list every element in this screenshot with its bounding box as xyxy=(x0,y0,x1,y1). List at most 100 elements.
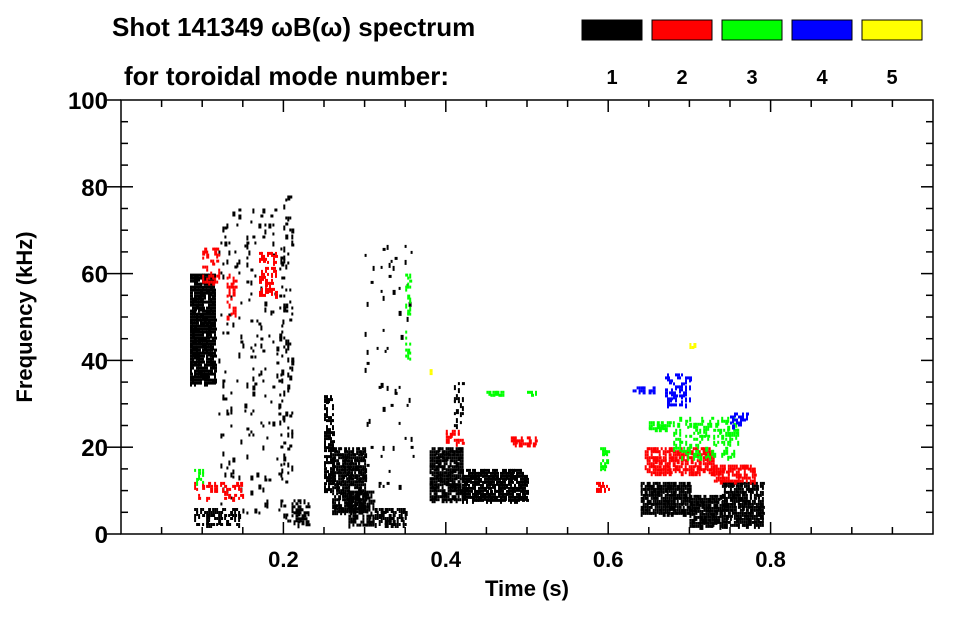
spectral-cell xyxy=(694,471,698,477)
spectral-cell xyxy=(737,481,740,485)
spectral-cell xyxy=(283,390,286,394)
spectral-cell xyxy=(196,294,198,298)
spectral-cell xyxy=(208,484,211,488)
spectral-cell xyxy=(658,493,661,497)
spectral-cell xyxy=(466,498,468,504)
spectral-cell xyxy=(745,496,748,500)
spectral-cell xyxy=(200,360,203,364)
spectral-cell xyxy=(198,288,200,292)
spectral-cell xyxy=(713,509,717,513)
spectral-cell xyxy=(192,297,194,303)
spectral-cell xyxy=(368,505,371,511)
spectral-cell xyxy=(665,388,668,392)
spectral-cell xyxy=(719,512,722,518)
spectral-cell xyxy=(380,514,384,517)
spectral-cell xyxy=(494,495,497,501)
spectral-cell xyxy=(384,523,388,528)
spectral-cell xyxy=(336,486,340,492)
spectral-cell xyxy=(352,514,356,518)
spectral-cell xyxy=(522,486,524,492)
spectral-cell xyxy=(429,480,433,486)
spectral-cell xyxy=(468,495,471,499)
spectral-cell xyxy=(449,462,452,468)
spectral-cell xyxy=(470,489,473,493)
region-mode-1 xyxy=(364,244,415,490)
region-mode-2 xyxy=(202,247,221,286)
spectral-cell xyxy=(644,484,647,490)
spectral-cell xyxy=(749,496,752,500)
spectral-cell xyxy=(721,470,725,474)
spectral-cell xyxy=(210,360,212,366)
spectral-cell xyxy=(740,418,742,422)
spectral-cell xyxy=(200,312,202,318)
spectral-cell xyxy=(668,487,671,493)
spectral-cell xyxy=(642,511,645,515)
spectral-cell xyxy=(701,524,704,530)
spectral-cell xyxy=(285,303,289,309)
spectral-cell xyxy=(656,496,659,500)
spectral-cell xyxy=(695,449,698,453)
spectral-cell xyxy=(737,523,740,529)
spectral-cell xyxy=(220,463,223,469)
spectral-cell xyxy=(344,504,347,508)
spectral-cell xyxy=(405,285,409,289)
spectral-cell xyxy=(494,489,497,493)
spectral-cell xyxy=(684,484,687,490)
spectral-cell xyxy=(222,331,225,335)
spectral-cell xyxy=(324,464,326,468)
spectral-cell xyxy=(648,499,652,505)
spectral-cell xyxy=(364,253,367,257)
spectral-cell xyxy=(256,319,259,323)
spectral-cell xyxy=(755,502,758,508)
spectral-cell xyxy=(713,506,716,510)
spectral-cell xyxy=(196,306,198,310)
spectral-cell xyxy=(330,437,332,441)
spectral-cell xyxy=(462,489,464,493)
spectral-cell xyxy=(192,342,194,346)
spectral-cell xyxy=(656,421,660,427)
spectral-cell xyxy=(484,492,486,498)
spectral-cell xyxy=(737,496,741,502)
spectral-cell xyxy=(356,507,360,511)
spectral-cell xyxy=(240,487,243,493)
spectral-cell xyxy=(344,474,348,478)
spectral-cell xyxy=(283,345,286,349)
spectral-cell xyxy=(230,312,233,316)
spectral-cell xyxy=(380,454,383,458)
spectral-cell xyxy=(672,424,675,428)
spectral-cell xyxy=(713,434,716,440)
spectral-cell xyxy=(670,490,673,494)
spectral-cell xyxy=(285,348,288,354)
spectral-cell xyxy=(210,342,212,348)
spectral-cell xyxy=(706,465,709,469)
spectral-cell xyxy=(710,468,713,472)
spectral-cell xyxy=(644,490,648,496)
spectral-cell xyxy=(733,496,737,500)
spectral-cell xyxy=(248,433,251,437)
spectral-cell xyxy=(364,501,367,505)
spectral-cell xyxy=(212,259,215,265)
spectral-cell xyxy=(326,434,328,438)
spectral-cell xyxy=(289,288,292,292)
spectral-cell xyxy=(646,456,649,462)
spectral-cell xyxy=(190,339,192,343)
spectral-cell xyxy=(348,477,351,483)
spectral-cell xyxy=(204,381,206,387)
spectral-cell xyxy=(344,507,347,513)
spectral-cell xyxy=(725,419,729,425)
spectral-cell xyxy=(704,462,707,466)
spectral-cell xyxy=(324,446,326,450)
spectral-cell xyxy=(216,280,219,284)
spectral-cell xyxy=(344,468,347,474)
spectral-cell xyxy=(222,229,225,233)
spectral-cell xyxy=(263,272,265,278)
spectral-cell xyxy=(691,503,694,509)
spectral-cell xyxy=(350,499,353,505)
spectral-cell xyxy=(293,499,296,503)
spectral-cell xyxy=(224,484,228,488)
spectral-cell xyxy=(224,496,228,500)
spectrogram-marks xyxy=(190,195,765,530)
spectral-cell xyxy=(715,503,719,509)
spectral-cell xyxy=(232,322,235,328)
spectral-cell xyxy=(384,517,387,520)
